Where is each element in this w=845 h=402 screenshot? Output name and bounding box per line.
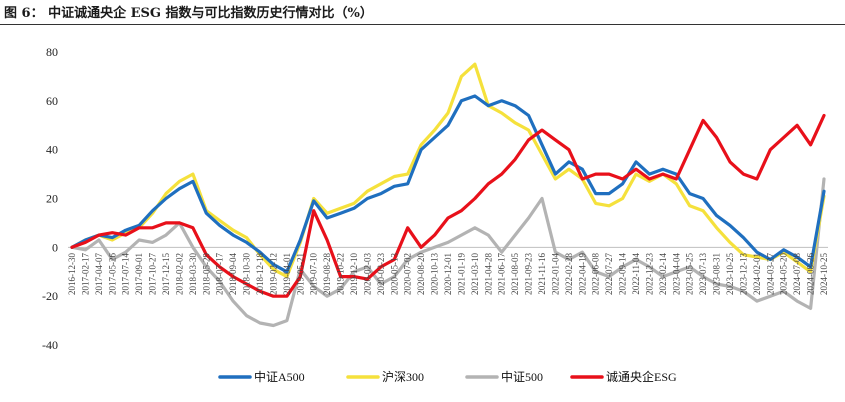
x-tick-label: 2024-02-01 xyxy=(752,253,762,295)
legend-label-1: 中证A500 xyxy=(254,369,305,384)
x-tick-label: 2023-12-13 xyxy=(738,253,748,295)
x-tick-label: 2018-05-29 xyxy=(201,253,211,295)
x-tick-label: 2020-08-20 xyxy=(416,253,426,295)
x-tick-label: 2020-10-13 xyxy=(430,253,440,295)
x-tick-label: 2022-12-23 xyxy=(644,253,654,295)
x-tick-label: 2024-03-27 xyxy=(765,253,775,295)
y-tick-label: 60 xyxy=(46,94,58,108)
x-tick-label: 2020-12-01 xyxy=(443,253,453,295)
x-tick-label: 2022-04-19 xyxy=(577,253,587,295)
title-rule xyxy=(0,24,845,25)
x-tick-label: 2019-10-22 xyxy=(336,253,346,295)
series-line-4 xyxy=(70,113,826,298)
y-tick-label: 80 xyxy=(46,45,58,59)
x-tick-label: 2019-08-28 xyxy=(322,253,332,295)
x-tick-label: 2023-04-04 xyxy=(671,253,681,295)
x-tick-label: 2021-11-16 xyxy=(537,253,547,295)
x-tick-label: 2020-05-13 xyxy=(389,253,399,295)
x-tick-label: 2020-07-02 xyxy=(403,253,413,295)
x-tick-label: 2022-01-04 xyxy=(550,253,560,295)
x-tick-label: 2023-07-13 xyxy=(698,253,708,295)
x-tick-label: 2018-12-18 xyxy=(255,253,265,295)
x-tick-label: 2016-12-30 xyxy=(67,253,77,295)
x-tick-label: 2021-08-05 xyxy=(510,253,520,295)
x-tick-label: 2018-07-17 xyxy=(215,253,225,295)
figure-title: 图 6： 中证诚通央企 ESG 指数与可比指数历史行情对比（%） xyxy=(4,6,373,21)
x-tick-label: 2019-02-12 xyxy=(268,253,278,295)
y-tick-label: 40 xyxy=(46,143,58,157)
x-tick-label: 2017-07-14 xyxy=(121,253,131,295)
x-tick-label: 2018-02-02 xyxy=(174,253,184,295)
x-tick-label: 2017-12-15 xyxy=(161,253,171,295)
x-tick-label: 2018-09-04 xyxy=(228,253,238,295)
x-tick-label: 2021-06-17 xyxy=(497,253,507,295)
x-tick-label: 2018-10-30 xyxy=(242,253,252,295)
y-tick-label: -20 xyxy=(42,289,58,303)
x-tick-label: 2022-09-14 xyxy=(618,253,628,295)
x-tick-label: 2018-03-30 xyxy=(188,253,198,295)
axes: -40 -20 0 20 40 60 80 xyxy=(42,45,828,352)
x-tick-label: 2023-10-25 xyxy=(725,253,735,295)
legend-label-4: 诚通央企ESG xyxy=(606,369,677,384)
x-tick-label: 2024-05-20 xyxy=(779,253,789,295)
x-tick-label: 2021-09-23 xyxy=(524,253,534,295)
x-tick-label: 2021-04-28 xyxy=(483,253,493,295)
x-tick-label: 2023-08-31 xyxy=(712,253,722,295)
legend-label-2: 沪深300 xyxy=(382,370,424,384)
series-lines xyxy=(70,62,826,328)
x-tick-label: 2024-07-08 xyxy=(792,253,802,295)
y-tick-label: 20 xyxy=(46,192,58,206)
x-tick-label: 2022-02-28 xyxy=(564,253,574,295)
series-line-1 xyxy=(70,94,826,274)
x-tick-label: 2017-09-01 xyxy=(134,253,144,295)
x-tick-label: 2023-05-25 xyxy=(685,253,695,295)
x-axis-ticks: 2016-12-30 2017-02-17 2017-04-07 2017-05-26… xyxy=(67,253,829,295)
legend: 中证A500 沪深300 中证500 诚通央企ESG xyxy=(218,369,677,384)
x-tick-label: 2024-10-25 xyxy=(819,253,829,295)
x-tick-label: 2019-04-01 xyxy=(282,253,292,295)
x-tick-label: 2019-07-10 xyxy=(309,253,319,295)
x-tick-label: 2024-08-26 xyxy=(806,253,816,295)
x-tick-label: 2019-05-21 xyxy=(295,253,305,295)
x-tick-label: 2022-11-04 xyxy=(631,253,641,295)
x-tick-label: 2019-12-10 xyxy=(349,253,359,295)
x-tick-label: 2020-02-03 xyxy=(362,253,372,295)
series-line-3 xyxy=(70,177,826,328)
y-tick-label: 0 xyxy=(52,240,58,254)
x-tick-label: 2021-03-10 xyxy=(470,253,480,295)
x-tick-label: 2017-04-07 xyxy=(94,253,104,295)
legend-label-3: 中证500 xyxy=(501,369,543,384)
series-line-2 xyxy=(70,62,826,279)
y-tick-label: -40 xyxy=(42,338,58,352)
x-tick-label: 2017-05-26 xyxy=(107,253,117,295)
x-tick-label: 2022-06-08 xyxy=(591,253,601,295)
x-tick-label: 2021-01-19 xyxy=(456,253,466,295)
x-tick-label: 2017-02-17 xyxy=(80,253,90,295)
x-tick-label: 2022-07-27 xyxy=(604,253,614,295)
x-tick-label: 2017-10-27 xyxy=(148,253,158,295)
x-tick-label: 2023-02-14 xyxy=(658,253,668,295)
x-tick-label: 2020-03-23 xyxy=(376,253,386,295)
